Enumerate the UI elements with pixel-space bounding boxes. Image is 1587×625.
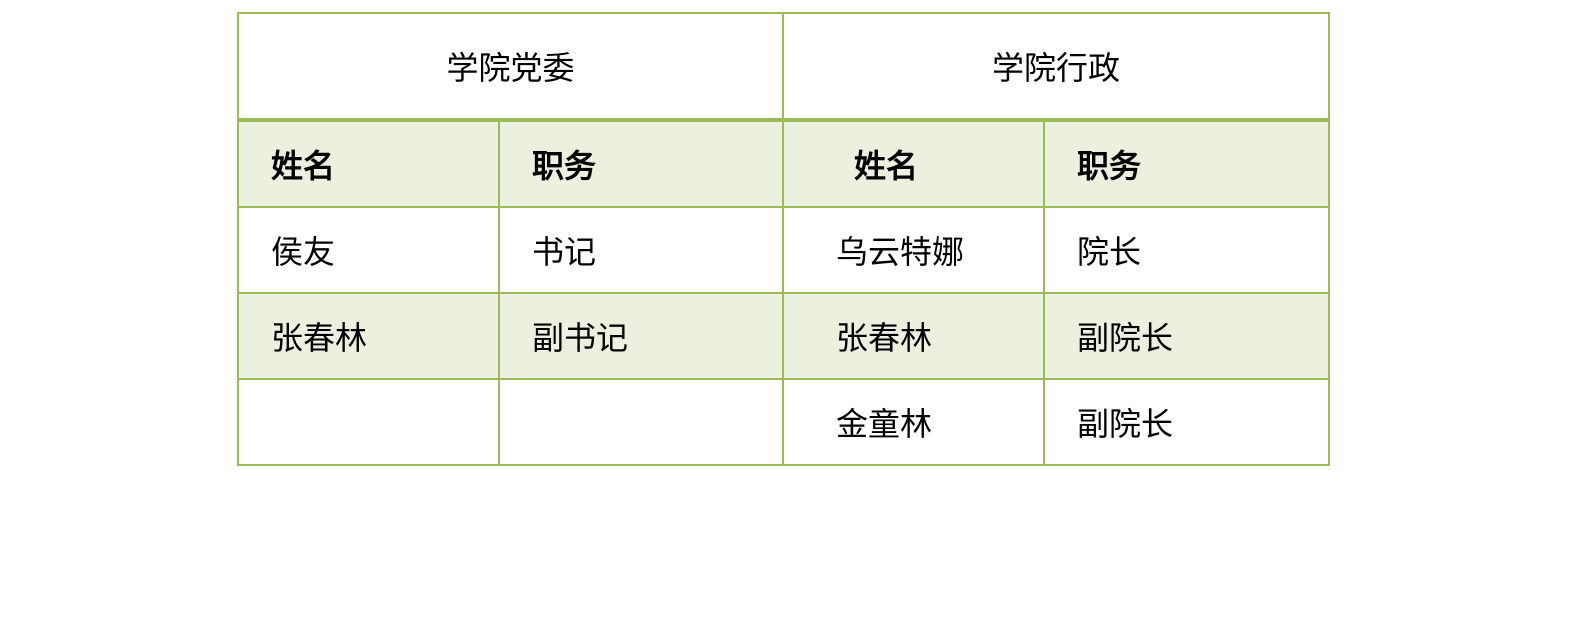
cell: 副书记: [497, 292, 785, 380]
table-row: 张春林 副书记 张春林 副院长: [237, 292, 1331, 380]
header-name: 姓名: [237, 119, 500, 208]
cell: 乌云特娜: [782, 206, 1046, 294]
cell: [237, 378, 500, 466]
cell: 院长: [1043, 206, 1331, 294]
cell: 书记: [497, 206, 785, 294]
cell: 侯友: [237, 206, 500, 294]
cell: 副院长: [1043, 292, 1331, 380]
header-position: 职务: [497, 119, 785, 208]
table-row: 金童林 副院长: [237, 378, 1331, 466]
cell: 副院长: [1043, 378, 1331, 466]
group-party-committee: 学院党委: [236, 12, 785, 122]
column-header-row: 姓名 职务 姓名 职务: [237, 119, 1331, 208]
group-header-row: 学院党委 学院行政: [236, 12, 1331, 122]
table-row: 侯友 书记 乌云特娜 院长: [237, 206, 1331, 294]
cell: 金童林: [782, 378, 1046, 466]
header-name: 姓名: [782, 119, 1046, 208]
header-position: 职务: [1043, 119, 1331, 208]
group-administration: 学院行政: [782, 12, 1331, 122]
leadership-table: 学院党委 学院行政 姓名 职务 姓名 职务 侯友 书记 乌云特娜 院长 张春林 …: [236, 12, 1331, 466]
cell: 张春林: [782, 292, 1046, 380]
cell: [497, 378, 785, 466]
cell: 张春林: [237, 292, 500, 380]
